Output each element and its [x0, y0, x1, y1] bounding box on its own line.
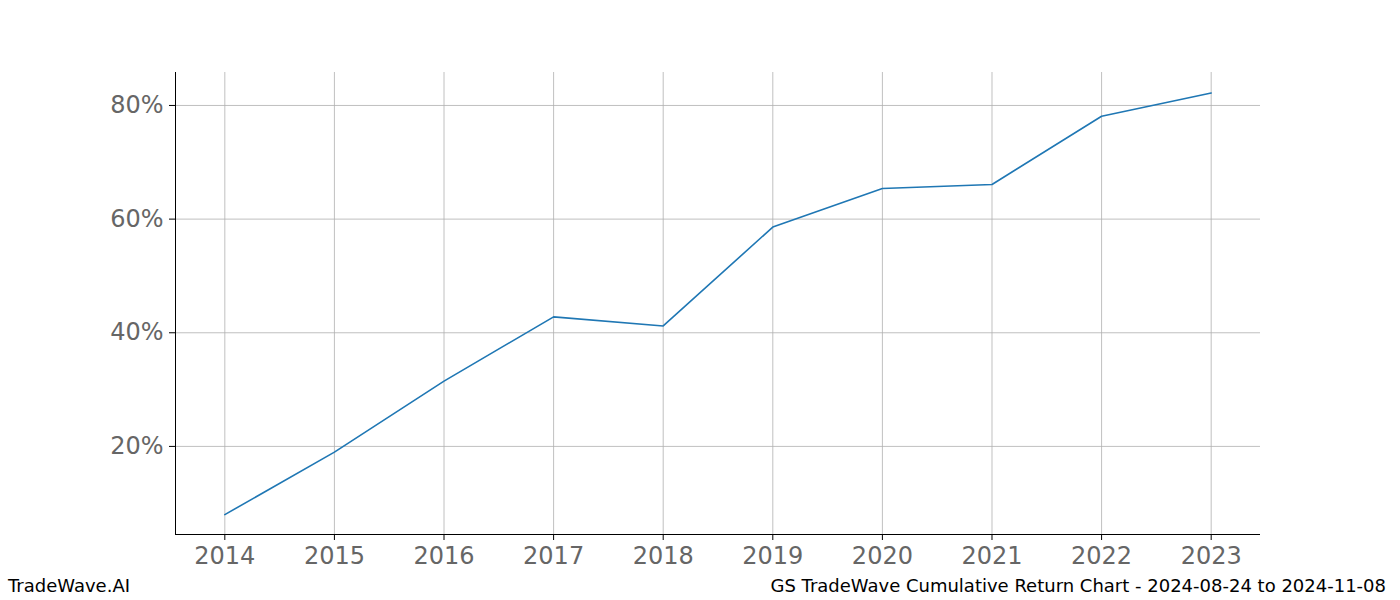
svg-text:2016: 2016 [413, 542, 474, 570]
svg-text:2022: 2022 [1071, 542, 1132, 570]
svg-text:2023: 2023 [1181, 542, 1242, 570]
svg-text:20%: 20% [110, 432, 163, 460]
html-text:TradeWave.AI: TradeWave.AI [8, 575, 130, 596]
svg-text:2020: 2020 [852, 542, 913, 570]
svg-text:40%: 40% [110, 318, 163, 346]
svg-text:2015: 2015 [304, 542, 365, 570]
svg-text:80%: 80% [110, 91, 163, 119]
html-text:GS TradeWave Cumulative Return: GS TradeWave Cumulative Return Chart - 2… [770, 575, 1386, 596]
svg-text:2019: 2019 [742, 542, 803, 570]
svg-text:2021: 2021 [961, 542, 1022, 570]
svg-text:60%: 60% [110, 205, 163, 233]
svg-text:2018: 2018 [633, 542, 694, 570]
svg-text:2014: 2014 [194, 542, 255, 570]
svg-text:2017: 2017 [523, 542, 584, 570]
